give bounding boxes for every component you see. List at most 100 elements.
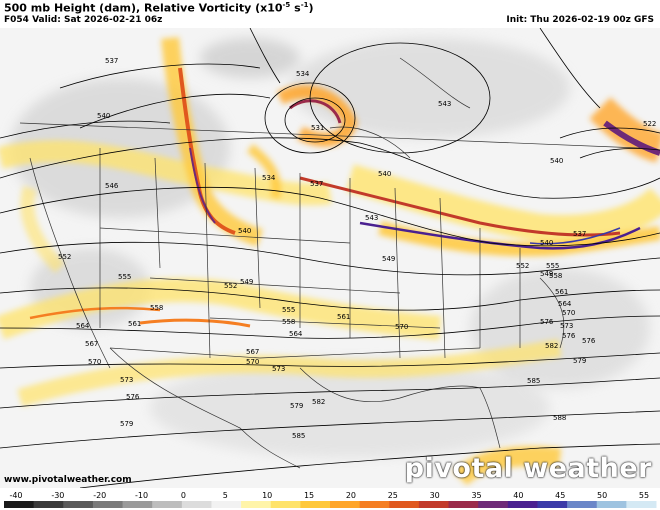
- colorbar-tick-label: 40: [513, 491, 523, 500]
- colorbar-swatch: [63, 501, 94, 508]
- colorbar-tick-label: 35: [471, 491, 481, 500]
- svg-text:573: 573: [560, 322, 573, 330]
- brand-logo: pivotal weather: [404, 453, 652, 484]
- colorbar-swatch: [33, 501, 64, 508]
- svg-text:555: 555: [118, 273, 131, 281]
- svg-text:555: 555: [546, 262, 559, 270]
- svg-text:576: 576: [582, 337, 596, 345]
- svg-text:531: 531: [311, 124, 324, 132]
- positive-vorticity-field: [0, 37, 660, 486]
- svg-text:552: 552: [224, 282, 237, 290]
- svg-text:555: 555: [282, 306, 295, 314]
- map-title: 500 mb Height (dam), Relative Vorticity …: [4, 1, 314, 15]
- svg-text:564: 564: [558, 300, 572, 308]
- svg-text:543: 543: [365, 214, 378, 222]
- svg-text:570: 570: [562, 309, 575, 317]
- colorbar-swatch: [567, 501, 598, 508]
- svg-text:540: 540: [378, 170, 391, 178]
- svg-text:567: 567: [246, 348, 259, 356]
- svg-text:549: 549: [240, 278, 253, 286]
- svg-text:579: 579: [120, 420, 133, 428]
- colorbar-tick-label: 45: [555, 491, 565, 500]
- svg-text:558: 558: [150, 304, 163, 312]
- svg-text:579: 579: [573, 357, 586, 365]
- colorbar: -40 -30 -20 -10 0 5 10 15 20 25 30 35 40 45 50 55: [0, 488, 660, 510]
- colorbar-canvas: -40 -30 -20 -10 0 5 10 15 20 25 30 35 40 45 50 55: [4, 491, 657, 508]
- svg-text:561: 561: [128, 320, 141, 328]
- colorbar-swatch: [4, 501, 35, 508]
- political-borders: [19, 57, 641, 469]
- svg-text:561: 561: [337, 313, 350, 321]
- colorbar-swatch: [211, 501, 242, 508]
- colorbar-tick-label: -30: [51, 491, 64, 500]
- site-credit: www.pivotalweather.com: [4, 475, 132, 485]
- svg-text:585: 585: [292, 432, 305, 440]
- svg-text:540: 540: [238, 227, 251, 235]
- svg-text:576: 576: [126, 393, 140, 401]
- svg-text:588: 588: [553, 414, 566, 422]
- colorbar-swatch: [389, 501, 420, 508]
- colorbar-tick-label: 0: [181, 491, 186, 500]
- valid-time: F054 Valid: Sat 2026-02-21 06z: [4, 15, 163, 25]
- svg-text:540: 540: [550, 157, 563, 165]
- colorbar-swatch: [418, 501, 450, 508]
- colorbar-tick-label: 20: [346, 491, 356, 500]
- colorbar-tick-label: 10: [262, 491, 272, 500]
- svg-text:552: 552: [58, 253, 71, 261]
- height-labels: 537 540 543 546 549 552 555 558 561 564 …: [58, 57, 656, 440]
- svg-text:576: 576: [540, 318, 554, 326]
- svg-text:543: 543: [438, 100, 451, 108]
- colorbar-swatch: [478, 501, 509, 508]
- svg-text:573: 573: [120, 376, 133, 384]
- colorbar-tick-label: 25: [388, 491, 398, 500]
- svg-text:540: 540: [540, 239, 553, 247]
- svg-text:582: 582: [545, 342, 558, 350]
- svg-text:585: 585: [527, 377, 540, 385]
- svg-text:579: 579: [290, 402, 303, 410]
- colorbar-swatch: [241, 501, 272, 508]
- colorbar-swatch: [330, 501, 361, 508]
- colorbar-swatch: [359, 501, 390, 508]
- svg-text:570: 570: [246, 358, 259, 366]
- colorbar-swatch: [448, 501, 479, 508]
- svg-text:537: 537: [105, 57, 118, 65]
- svg-text:573: 573: [272, 365, 285, 373]
- svg-text:576: 576: [562, 332, 576, 340]
- weather-map[interactable]: 537 540 543 546 549 552 555 558 561 564 …: [0, 28, 660, 488]
- map-canvas: 537 540 543 546 549 552 555 558 561 564 …: [0, 28, 660, 488]
- colorbar-swatch: [122, 501, 153, 508]
- svg-text:567: 567: [85, 340, 98, 348]
- svg-text:564: 564: [289, 330, 303, 338]
- svg-text:582: 582: [312, 398, 325, 406]
- svg-text:537: 537: [573, 230, 586, 238]
- svg-text:570: 570: [395, 323, 408, 331]
- colorbar-tick-label: -10: [135, 491, 148, 500]
- svg-text:552: 552: [516, 262, 529, 270]
- colorbar-tick-label: -40: [9, 491, 22, 500]
- svg-text:534: 534: [296, 70, 310, 78]
- map-header: 500 mb Height (dam), Relative Vorticity …: [0, 0, 660, 28]
- svg-text:549: 549: [382, 255, 395, 263]
- colorbar-swatch: [92, 501, 124, 508]
- colorbar-swatch: [270, 501, 301, 508]
- init-time: Init: Thu 2026-02-19 00z GFS: [506, 15, 654, 25]
- colorbar-tick-label: 15: [304, 491, 314, 500]
- colorbar-swatch: [181, 501, 212, 508]
- colorbar-tick-label: 55: [639, 491, 649, 500]
- colorbar-tick-label: 5: [223, 491, 228, 500]
- svg-text:534: 534: [262, 174, 276, 182]
- colorbar-swatch: [300, 501, 331, 508]
- svg-text:561: 561: [555, 288, 568, 296]
- svg-text:540: 540: [97, 112, 110, 120]
- colorbar-swatch: [507, 501, 538, 508]
- svg-text:570: 570: [88, 358, 101, 366]
- svg-text:558: 558: [282, 318, 295, 326]
- svg-text:558: 558: [549, 272, 562, 280]
- colorbar-swatch: [152, 501, 183, 508]
- colorbar-tick-label: -20: [93, 491, 106, 500]
- colorbar-swatch: [626, 501, 657, 508]
- colorbar-swatch: [596, 501, 627, 508]
- svg-text:546: 546: [105, 182, 119, 190]
- svg-text:564: 564: [76, 322, 90, 330]
- height-contours: [0, 28, 660, 488]
